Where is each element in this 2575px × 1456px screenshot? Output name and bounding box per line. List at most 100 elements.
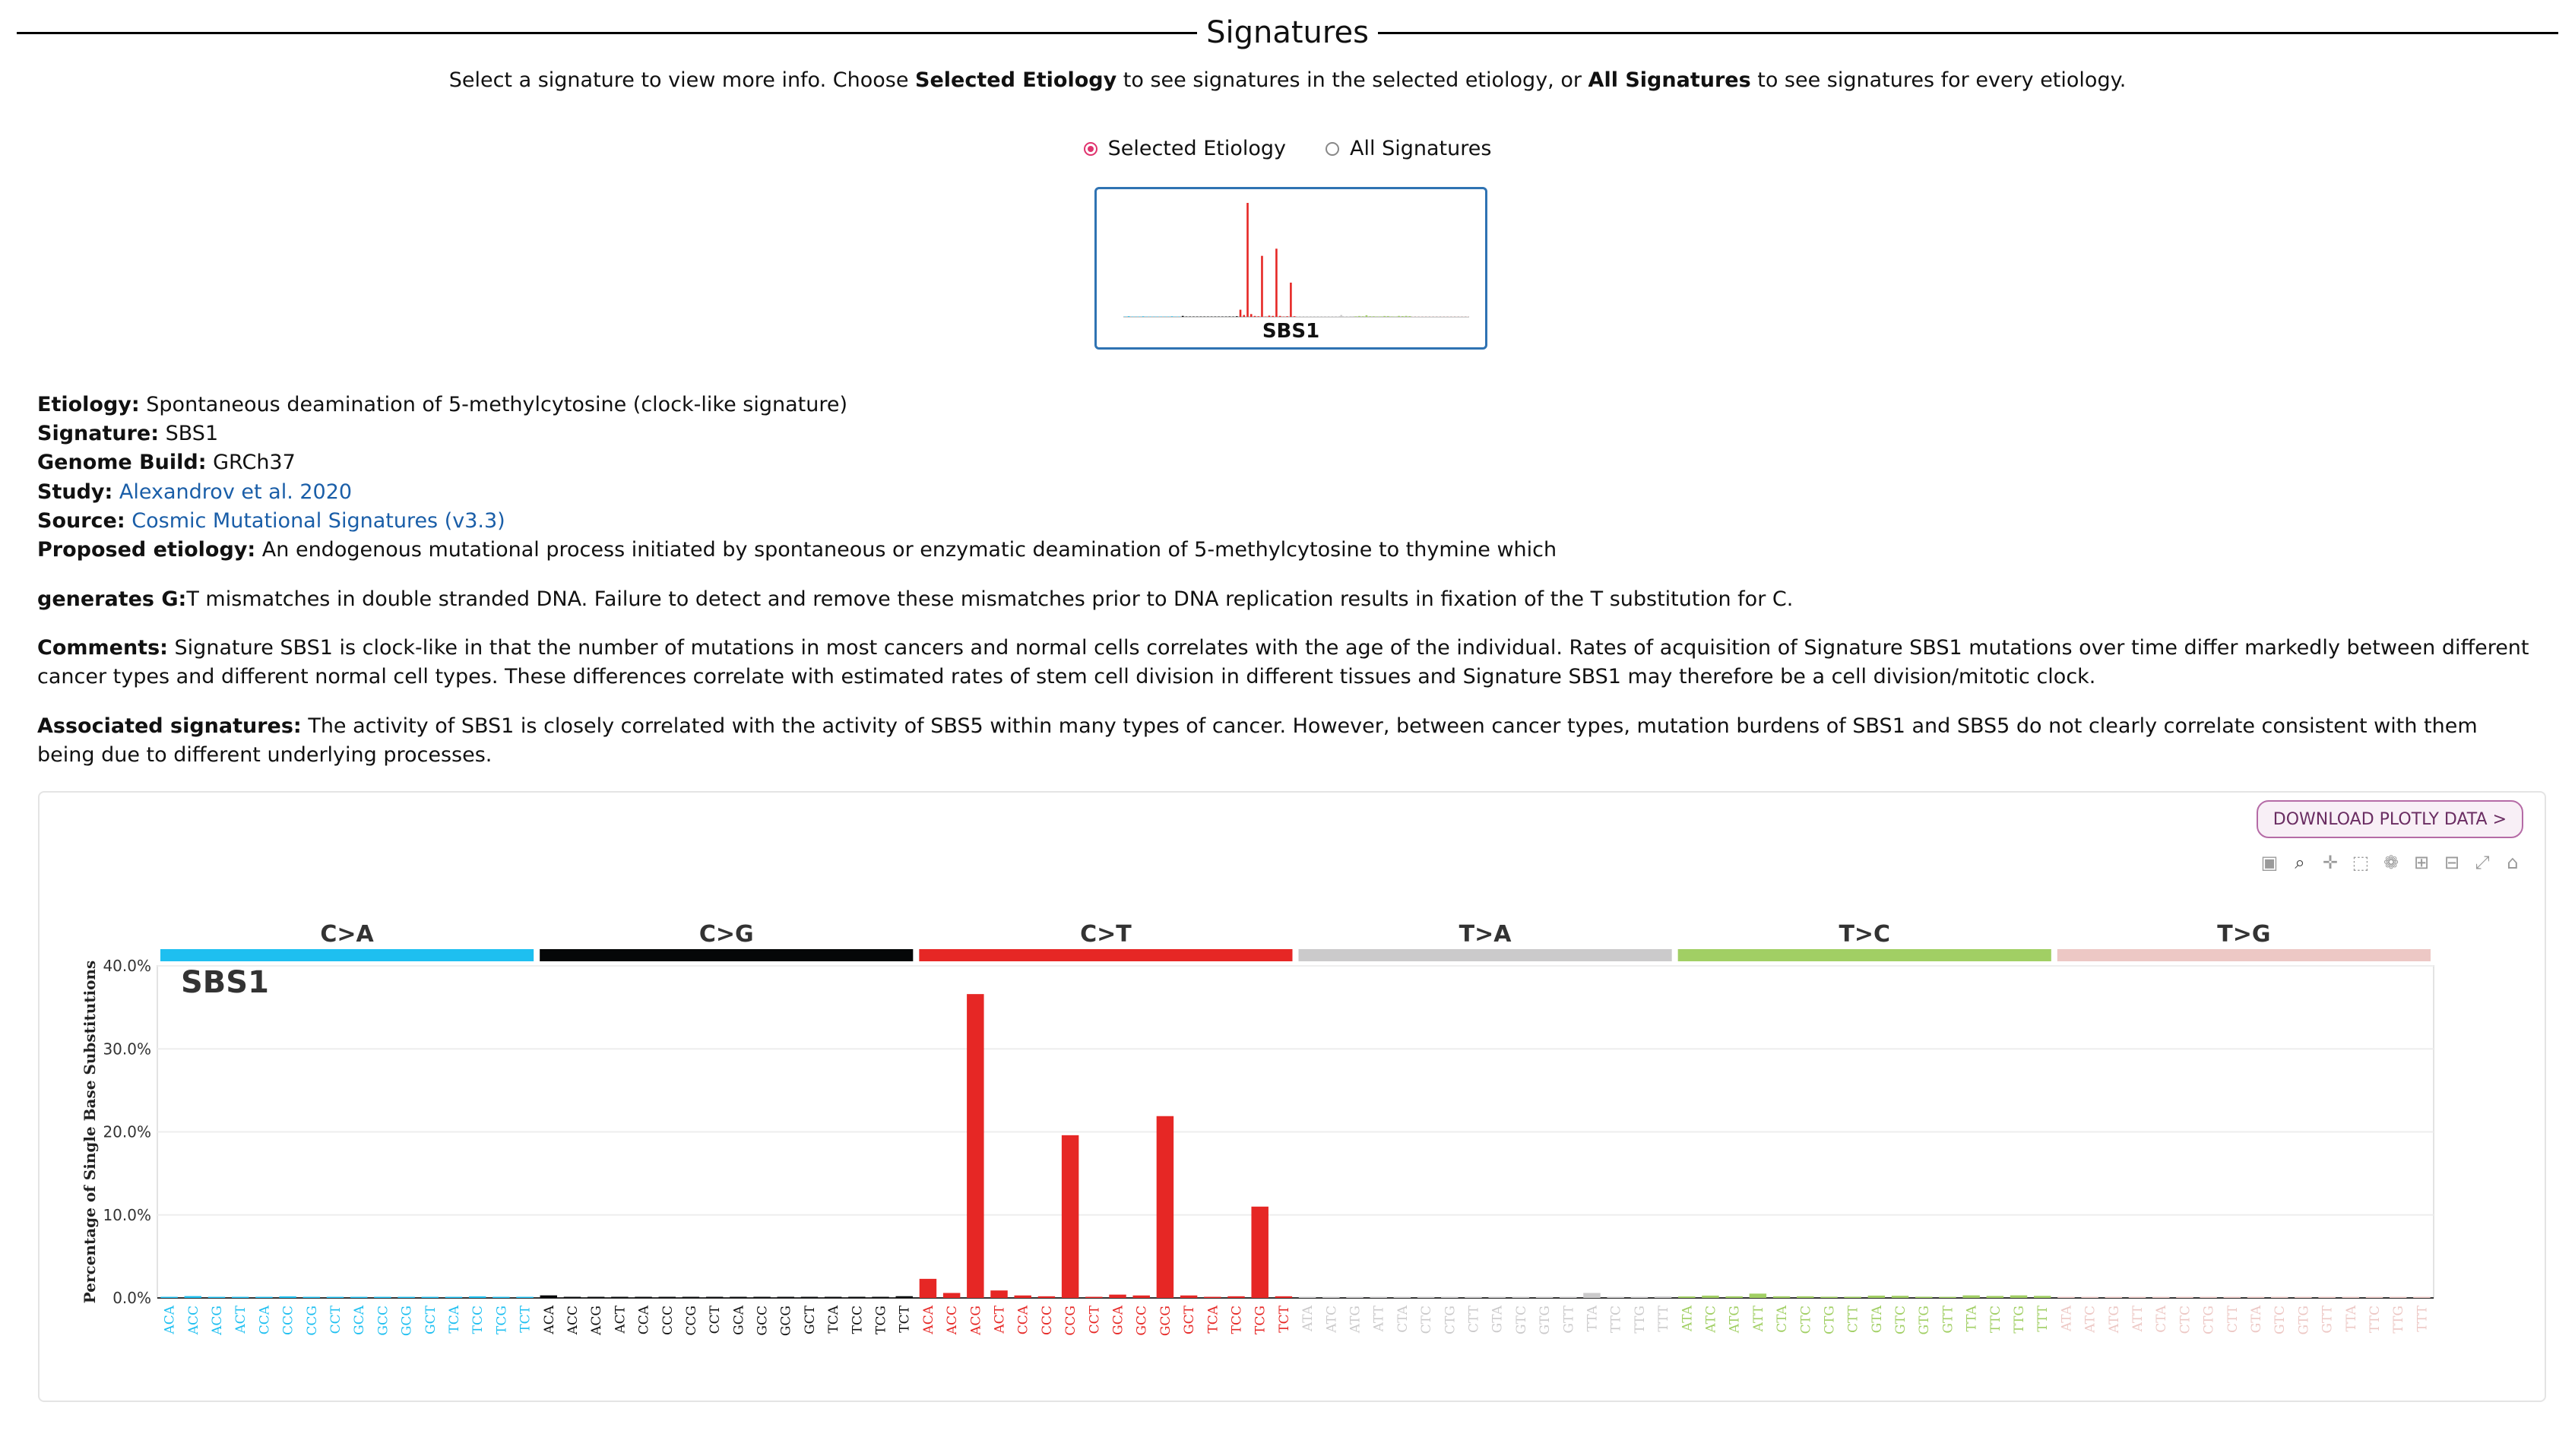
thumbnail-bar — [1351, 316, 1354, 317]
thumbnail-bar — [1249, 314, 1253, 317]
zoom-icon[interactable]: ⌕ — [2295, 852, 2305, 873]
study-link[interactable]: Alexandrov et al. 2020 — [119, 480, 353, 504]
bar — [2270, 1296, 2288, 1298]
etiology-label: Etiology: — [37, 393, 140, 416]
x-tick-label: GCT — [803, 1305, 818, 1334]
x-tick-label: GCA — [731, 1305, 746, 1335]
x-tick-label: GTC — [1514, 1306, 1529, 1334]
thumbnail-bar — [1243, 315, 1246, 317]
thumbnail-bar — [1135, 316, 1137, 317]
radio-label: Selected Etiology — [1107, 137, 1287, 160]
box-select-icon[interactable]: ⬚ — [2352, 852, 2370, 873]
pan-icon[interactable]: ✛ — [2322, 852, 2339, 873]
comments-label: Comments: — [37, 636, 168, 660]
bar — [2247, 1296, 2265, 1298]
thumbnail-bar — [1124, 316, 1126, 317]
bar — [1560, 1296, 1577, 1298]
lasso-icon[interactable]: ❁ — [2383, 852, 2399, 873]
thumbnail-bar — [1293, 316, 1296, 317]
bar — [1014, 1295, 1031, 1298]
x-tick-label: CCA — [257, 1305, 272, 1334]
bar — [1891, 1296, 1909, 1298]
radio-selected-etiology[interactable]: Selected Etiology — [1083, 137, 1287, 160]
bar — [1227, 1296, 1245, 1298]
thumbnail-bar — [1340, 315, 1343, 317]
signature-thumbnail-card[interactable]: SBS1 — [1094, 187, 1487, 350]
genome-build-row: Genome Build: GRCh37 — [37, 448, 2538, 477]
thumbnail-bar — [1253, 315, 1256, 317]
thumbnail-bar — [1275, 248, 1278, 317]
x-tick-label: GTG — [1538, 1306, 1553, 1335]
intro-part: to see signatures for every etiology. — [1750, 68, 2127, 92]
bar — [2200, 1296, 2217, 1298]
x-tick-label: ACT — [233, 1305, 249, 1334]
x-tick-label: TTG — [1633, 1306, 1648, 1334]
zoom-out-icon[interactable]: ⊟ — [2444, 852, 2460, 873]
thumbnail-bar — [1139, 316, 1141, 317]
bar — [350, 1296, 368, 1298]
download-plotly-data-button[interactable]: DOWNLOAD PLOTLY DATA > — [2256, 800, 2523, 838]
x-tick-label: GCG — [400, 1306, 415, 1336]
thumbnail-bar — [1272, 315, 1274, 317]
thumbnail-bar — [1210, 316, 1213, 317]
x-tick-label: CCT — [1087, 1305, 1102, 1334]
thumbnail-bar — [1437, 316, 1440, 317]
bar — [374, 1296, 391, 1298]
generates-value: T mismatches in double stranded DNA. Fai… — [186, 587, 1794, 611]
signature-label: Signature: — [37, 422, 160, 445]
bar — [2057, 1296, 2075, 1298]
thumbnail-bar — [1268, 315, 1271, 317]
bar — [1749, 1293, 1767, 1298]
x-tick-label: ACG — [210, 1306, 225, 1336]
bar — [1465, 1296, 1482, 1298]
thumbnail-bar — [1394, 316, 1397, 317]
bar — [1867, 1295, 1886, 1298]
thumbnail-bar — [1178, 316, 1180, 317]
signature-row: Signature: SBS1 — [37, 419, 2538, 448]
thumbnail-bar — [1336, 316, 1339, 317]
thumbnail-bar — [1185, 316, 1188, 317]
thumbnail-bar — [1174, 316, 1177, 317]
x-tick-label: CTA — [1395, 1305, 1411, 1332]
x-tick-label: GTA — [1870, 1305, 1885, 1333]
thumbnail-bar — [1152, 316, 1155, 317]
thumbnail-bar — [1376, 316, 1379, 317]
x-tick-label: TCC — [850, 1306, 865, 1334]
x-tick-label: GCA — [352, 1305, 367, 1335]
thumbnail-bar — [1149, 316, 1151, 317]
x-tick-label: TTA — [1965, 1305, 1980, 1331]
camera-icon[interactable]: ▣ — [2260, 852, 2279, 873]
x-tick-label: CTC — [1419, 1306, 1434, 1334]
thumbnail-bar — [1127, 316, 1130, 317]
bar — [2389, 1296, 2407, 1298]
thumbnail-bar — [1452, 316, 1454, 317]
autoscale-icon[interactable]: ⤢ — [2475, 852, 2490, 873]
intro-text: Select a signature to view more info. Ch… — [0, 68, 2575, 92]
x-tick-label: TTG — [2391, 1306, 2406, 1334]
bar — [705, 1296, 724, 1298]
x-tick-label: CTT — [1846, 1305, 1861, 1333]
reset-axes-icon[interactable]: ⌂ — [2507, 852, 2519, 873]
thumbnail-bar — [1311, 316, 1314, 317]
thumbnail-bar — [1329, 316, 1332, 317]
associated-signatures-row: Associated signatures: The activity of S… — [37, 712, 2538, 770]
x-tick-label: TTT — [2035, 1305, 2051, 1331]
x-tick-label: GTC — [1893, 1306, 1908, 1334]
source-link[interactable]: Cosmic Mutational Signatures (v3.3) — [131, 509, 505, 533]
source-label: Source: — [37, 509, 125, 533]
x-tick-label: ATC — [1703, 1306, 1718, 1334]
bar — [1654, 1296, 1672, 1298]
radio-all-signatures[interactable]: All Signatures — [1326, 137, 1491, 160]
mutation-group-label: T>G — [2217, 921, 2270, 948]
x-tick-label: ACC — [186, 1306, 201, 1335]
thumbnail-bar — [1218, 316, 1220, 317]
bar — [1370, 1296, 1387, 1298]
signature-filter-radio-group: Selected Etiology All Signatures — [0, 137, 2575, 160]
zoom-in-icon[interactable]: ⊞ — [2413, 852, 2430, 873]
mutation-group-bar — [540, 949, 914, 961]
bar — [872, 1296, 889, 1298]
x-tick-label: TCA — [826, 1305, 841, 1333]
thumbnail-bar — [1189, 316, 1191, 317]
bar — [1986, 1296, 2004, 1298]
bar — [2365, 1296, 2383, 1298]
